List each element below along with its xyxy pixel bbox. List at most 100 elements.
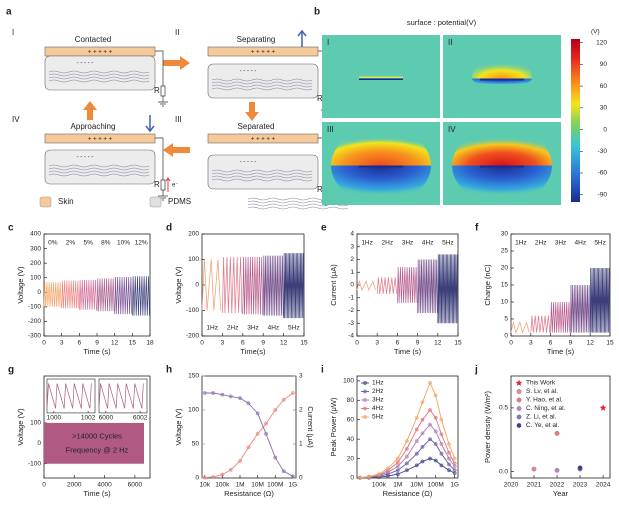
cycle-arrows (83, 29, 307, 157)
negative-charges: - - - - - (77, 155, 94, 161)
series-line (204, 392, 294, 477)
inset-frame (98, 378, 148, 414)
x-axis-label: Resistance (Ω) (383, 489, 433, 498)
x-tick-label: 6000 (128, 482, 143, 489)
x-tick-label: 15 (454, 340, 462, 347)
marker (428, 380, 432, 385)
y-tick-label: 100 (188, 256, 199, 263)
x-tick-label: 12 (280, 340, 288, 347)
series-label: 5% (83, 240, 93, 247)
electrode (359, 78, 403, 80)
potential-positive (331, 127, 431, 166)
signal (201, 259, 222, 311)
marker (220, 472, 225, 477)
x-tick-label: 3 (60, 340, 64, 347)
x-tick-label: 6 (241, 340, 245, 347)
y-tick-label: -100 (28, 460, 41, 467)
electron-label: e⁻ (172, 183, 179, 189)
marker (404, 454, 409, 459)
marker (439, 463, 444, 468)
stage-title: Contacted (75, 35, 111, 44)
marker (395, 472, 400, 477)
marker (246, 401, 251, 406)
legend-label: C. Ye, et al. (526, 422, 559, 429)
marker (447, 468, 451, 473)
y-tick-label: 100 (188, 407, 199, 414)
x-tick-label: 9 (261, 340, 265, 347)
signal (589, 267, 611, 333)
marker (395, 464, 400, 469)
colorbar-unit: (V) (591, 29, 600, 36)
legend-marker (363, 406, 367, 411)
x-axis-label: Time (s) (83, 489, 111, 498)
marker (452, 468, 457, 473)
series-label: 0% (48, 240, 58, 247)
x-tick-label: 2022 (550, 482, 565, 489)
series-label: 12% (135, 240, 148, 247)
inset-tick-label: 6000 (99, 415, 114, 422)
signal (417, 259, 438, 314)
x-tick-label: 0 (355, 340, 359, 347)
electrode (480, 78, 524, 81)
y-tick-label: 100 (30, 420, 41, 427)
x-tick-label: 100k (215, 482, 230, 489)
legend-label: 4Hz (372, 405, 384, 412)
x-tick-label: 0 (42, 340, 46, 347)
y-tick-label: 100 (343, 378, 354, 385)
legend-label: Skin (58, 197, 74, 206)
marker (238, 459, 242, 463)
inset-frame (46, 378, 96, 414)
x-tick-label: 9 (569, 340, 573, 347)
x-tick-label: 3 (375, 340, 379, 347)
marker (420, 400, 425, 405)
x-tick-label: 1G (450, 482, 459, 489)
signal (570, 284, 591, 333)
x-tick-label: 12 (587, 340, 595, 347)
series-label: 2Hz (227, 325, 239, 332)
plot-frame (510, 375, 611, 479)
x-tick-label: 2021 (527, 482, 542, 489)
marker (439, 417, 444, 422)
sim-panel-label: III (327, 125, 334, 134)
y-axis-label: Peak Power (μW) (329, 397, 338, 456)
positive-charges: + + + + + (251, 50, 276, 56)
series-label: 4Hz (268, 325, 280, 332)
signal (61, 280, 80, 309)
marker (220, 392, 225, 397)
x-tick-label: 9 (95, 340, 99, 347)
marker (290, 391, 295, 395)
circuit-wire (155, 137, 168, 201)
rgo-layer (211, 78, 313, 91)
y-tick-label: -200 (186, 333, 199, 340)
annotation: Frequency @ 2 Hz (66, 445, 129, 454)
y-tick-label: -100 (28, 304, 41, 311)
y-tick-label: 200 (188, 231, 199, 238)
marker (404, 446, 409, 451)
signal (283, 253, 305, 319)
x-tick-label: 15 (300, 340, 308, 347)
electrode (359, 76, 403, 78)
marker (264, 431, 268, 436)
resistor-label: R (317, 185, 323, 194)
marker (447, 462, 451, 467)
x-tick-label: 6 (78, 340, 82, 347)
legend-label: 1Hz (372, 380, 384, 387)
signal (376, 277, 397, 294)
signal (397, 267, 418, 303)
marker (202, 391, 207, 395)
panel-label: b (314, 7, 320, 18)
positive-charges: + + + + + (88, 50, 113, 56)
x-tick-label: 2000 (67, 482, 82, 489)
marker (395, 460, 400, 465)
x-tick-label: 10k (199, 482, 210, 489)
marker (428, 456, 432, 461)
x-tick-label: 10M (410, 482, 423, 489)
y-axis-label: Current (μA) (329, 264, 338, 306)
legend-marker (363, 381, 367, 385)
positive-charges: + + + + + (251, 137, 276, 143)
marker (414, 451, 419, 456)
x-axis-label: Time (s) (394, 347, 422, 356)
y-tick-label: 4 (350, 231, 354, 238)
marker (404, 468, 409, 473)
x-tick-label: 0 (42, 482, 46, 489)
